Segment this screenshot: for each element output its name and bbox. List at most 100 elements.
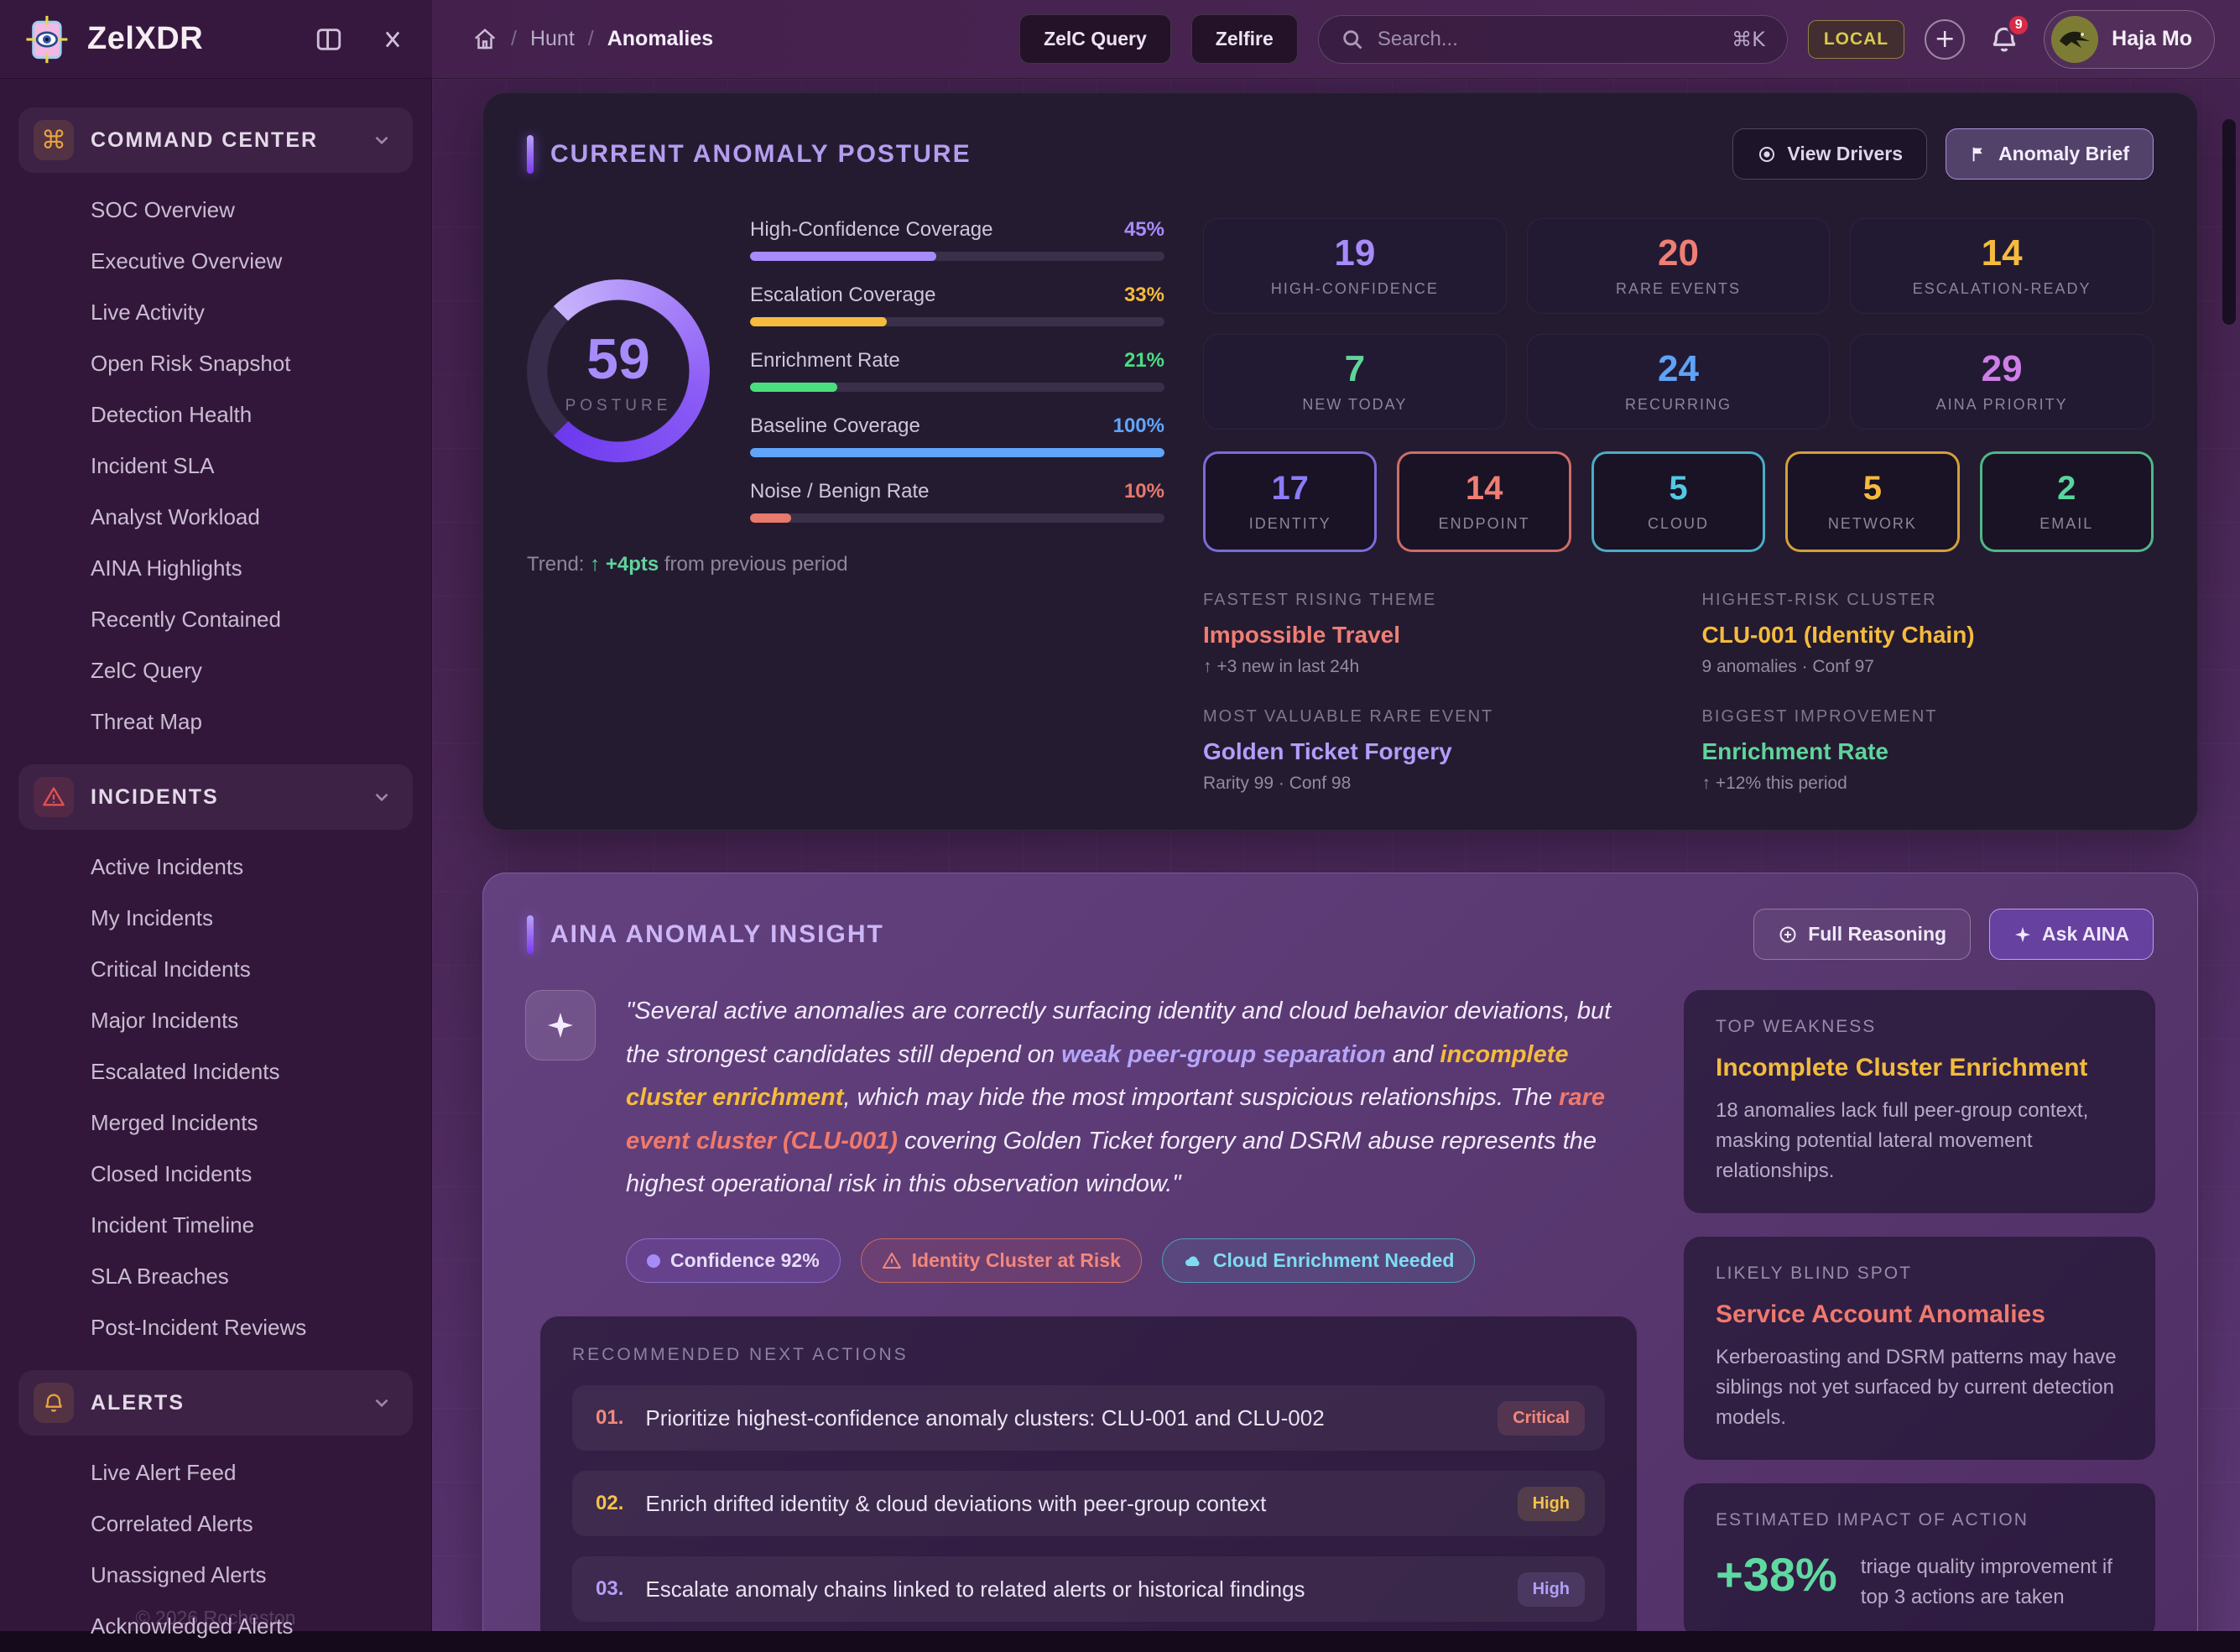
- bar-label: Enrichment Rate: [750, 349, 900, 372]
- insight-card-label: LIKELY BLIND SPOT: [1716, 1264, 1912, 1283]
- category-card-identity[interactable]: 17 IDENTITY: [1203, 451, 1378, 552]
- insight-card-body: 18 anomalies lack full peer-group contex…: [1716, 1099, 2089, 1182]
- category-value: 14: [1465, 469, 1503, 507]
- impact-label: ESTIMATED IMPACT OF ACTION: [1716, 1510, 2029, 1530]
- action-row-1[interactable]: 01. Prioritize highest-confidence anomal…: [572, 1385, 1605, 1451]
- action-text: Enrich drifted identity & cloud deviatio…: [645, 1490, 1267, 1516]
- category-value: 17: [1271, 469, 1309, 507]
- home-icon[interactable]: [472, 27, 497, 52]
- sidebar-item-merged-incidents[interactable]: Merged Incidents: [91, 1110, 258, 1135]
- sidebar-item-detection-health[interactable]: Detection Health: [91, 402, 253, 427]
- sidebar-item-correlated-alerts[interactable]: Correlated Alerts: [91, 1511, 253, 1536]
- full-reasoning-button[interactable]: Full Reasoning: [1753, 909, 1972, 960]
- category-card-email[interactable]: 2 EMAIL: [1979, 451, 2154, 552]
- sidebar-item-soc-overview[interactable]: SOC Overview: [91, 197, 235, 222]
- sidebar-item-analyst-workload[interactable]: Analyst Workload: [91, 504, 260, 529]
- highlight-subtext: 9 anomalies · Conf 97: [1701, 657, 1874, 676]
- add-button[interactable]: +: [1925, 18, 1966, 60]
- trend-delta: ↑ +4pts: [590, 553, 659, 576]
- stat-value: 20: [1658, 232, 1699, 274]
- estimated-impact-card: ESTIMATED IMPACT OF ACTION +38% triage q…: [1684, 1483, 2155, 1631]
- notifications-button[interactable]: 9: [1985, 13, 2031, 59]
- copyright: © 2026 Rocheston: [135, 1607, 296, 1629]
- action-row-3[interactable]: 03. Escalate anomaly chains linked to re…: [572, 1556, 1605, 1623]
- chip-label: Identity Cluster at Risk: [911, 1249, 1121, 1272]
- search-input[interactable]: [1377, 27, 1719, 51]
- sidebar-item-unassigned-alerts[interactable]: Unassigned Alerts: [91, 1562, 267, 1587]
- user-name: Haja Mo: [2112, 27, 2192, 50]
- stat-value: 29: [1981, 347, 2023, 389]
- sidebar-section-incidents[interactable]: INCIDENTS: [18, 764, 413, 830]
- trend-indicator: Trend: ↑ +4pts from previous period: [527, 553, 848, 576]
- collapse-sidebar-icon[interactable]: [378, 25, 407, 54]
- view-drivers-button[interactable]: View Drivers: [1732, 128, 1928, 180]
- app-logo-icon: [22, 15, 70, 64]
- bar-label: Escalation Coverage: [750, 284, 936, 306]
- category-card-endpoint[interactable]: 14 ENDPOINT: [1397, 451, 1571, 552]
- breadcrumb-hunt[interactable]: Hunt: [529, 27, 575, 50]
- stat-card-escalation-ready: 14 ESCALATION-READY: [1850, 218, 2154, 314]
- search-icon: [1343, 29, 1362, 49]
- user-menu[interactable]: Haja Mo: [2044, 9, 2215, 69]
- stat-label: AINA PRIORITY: [1935, 395, 2068, 413]
- posture-score: 59: [586, 326, 650, 391]
- zelfire-button[interactable]: Zelfire: [1190, 14, 1298, 64]
- posture-gauge: 59 POSTURE: [527, 279, 710, 462]
- insight-card-likely-blind-spot: LIKELY BLIND SPOT Service Account Anomal…: [1684, 1237, 2155, 1460]
- section-accent: [527, 915, 534, 954]
- category-card-cloud[interactable]: 5 CLOUD: [1591, 451, 1766, 552]
- stat-label: HIGH-CONFIDENCE: [1270, 279, 1439, 297]
- bell-icon: [34, 1383, 74, 1423]
- sidebar-item-active-incidents[interactable]: Active Incidents: [91, 854, 244, 879]
- sidebar-item-aina-highlights[interactable]: AINA Highlights: [91, 555, 242, 581]
- category-label: NETWORK: [1827, 514, 1917, 532]
- highlight-title[interactable]: Enrichment Rate: [1701, 738, 1889, 764]
- sidebar-item-escalated-incidents[interactable]: Escalated Incidents: [91, 1059, 280, 1084]
- sidebar-item-executive-overview[interactable]: Executive Overview: [91, 248, 283, 274]
- sidebar-section-label: INCIDENTS: [91, 784, 219, 809]
- anomaly-brief-button[interactable]: Anomaly Brief: [1946, 128, 2154, 180]
- sidebar-item-critical-incidents[interactable]: Critical Incidents: [91, 956, 251, 982]
- sidebar-section-command-center[interactable]: ⌘ COMMAND CENTER: [18, 107, 413, 173]
- notification-count-badge: 9: [2007, 13, 2031, 37]
- sidebar-section-label: COMMAND CENTER: [91, 128, 319, 152]
- priority-badge: High: [1517, 1571, 1585, 1607]
- category-value: 2: [2057, 469, 2076, 507]
- sidebar-item-threat-map[interactable]: Threat Map: [91, 709, 202, 734]
- sidebar-item-sla-breaches[interactable]: SLA Breaches: [91, 1264, 229, 1289]
- highlight-subtext: ↑ +3 new in last 24h: [1203, 657, 1360, 676]
- search-bar[interactable]: ⌘K: [1317, 14, 1788, 64]
- chip-identity-cluster-at-risk: Identity Cluster at Risk: [860, 1238, 1142, 1284]
- category-card-network[interactable]: 5 NETWORK: [1785, 451, 1960, 552]
- sidebar-item-live-activity[interactable]: Live Activity: [91, 300, 205, 325]
- highlight-title[interactable]: Impossible Travel: [1203, 622, 1400, 648]
- scrollbar-thumb[interactable]: [2222, 119, 2236, 325]
- zelc-query-button[interactable]: ZelC Query: [1019, 14, 1171, 64]
- sidebar-item-post-incident-reviews[interactable]: Post-Incident Reviews: [91, 1315, 307, 1340]
- sidebar-item-incident-sla[interactable]: Incident SLA: [91, 453, 215, 478]
- sidebar-item-closed-incidents[interactable]: Closed Incidents: [91, 1161, 253, 1186]
- chip-label: Confidence 92%: [670, 1249, 820, 1272]
- sidebar-item-open-risk-snapshot[interactable]: Open Risk Snapshot: [91, 351, 291, 376]
- impact-value: +38%: [1716, 1548, 1837, 1601]
- aina-sparkle-icon: [525, 990, 596, 1061]
- section-accent: [527, 134, 534, 174]
- highlight-title[interactable]: CLU-001 (Identity Chain): [1701, 622, 1975, 648]
- highlight-label: BIGGEST IMPROVEMENT: [1701, 707, 1938, 726]
- stat-label: RECURRING: [1624, 395, 1732, 413]
- sidebar-item-my-incidents[interactable]: My Incidents: [91, 905, 213, 930]
- highlight-title[interactable]: Golden Ticket Forgery: [1203, 738, 1452, 764]
- panel-toggle-icon[interactable]: [315, 25, 343, 54]
- sidebar-item-major-incidents[interactable]: Major Incidents: [91, 1008, 239, 1033]
- sidebar-item-zelc-query[interactable]: ZelC Query: [91, 658, 202, 683]
- stat-value: 19: [1334, 232, 1376, 274]
- action-number: 03.: [596, 1577, 624, 1601]
- sidebar-item-recently-contained[interactable]: Recently Contained: [91, 607, 281, 632]
- highlight-biggest-improvement: BIGGEST IMPROVEMENT Enrichment Rate ↑ +1…: [1702, 707, 2154, 794]
- action-row-2[interactable]: 02. Enrich drifted identity & cloud devi…: [572, 1471, 1605, 1537]
- ask-aina-button[interactable]: Ask AINA: [1989, 909, 2154, 960]
- highlight-label: FASTEST RISING THEME: [1203, 591, 1437, 609]
- sidebar-item-live-alert-feed[interactable]: Live Alert Feed: [91, 1460, 237, 1485]
- sidebar-section-alerts[interactable]: ALERTS: [18, 1370, 413, 1436]
- sidebar-item-incident-timeline[interactable]: Incident Timeline: [91, 1212, 255, 1238]
